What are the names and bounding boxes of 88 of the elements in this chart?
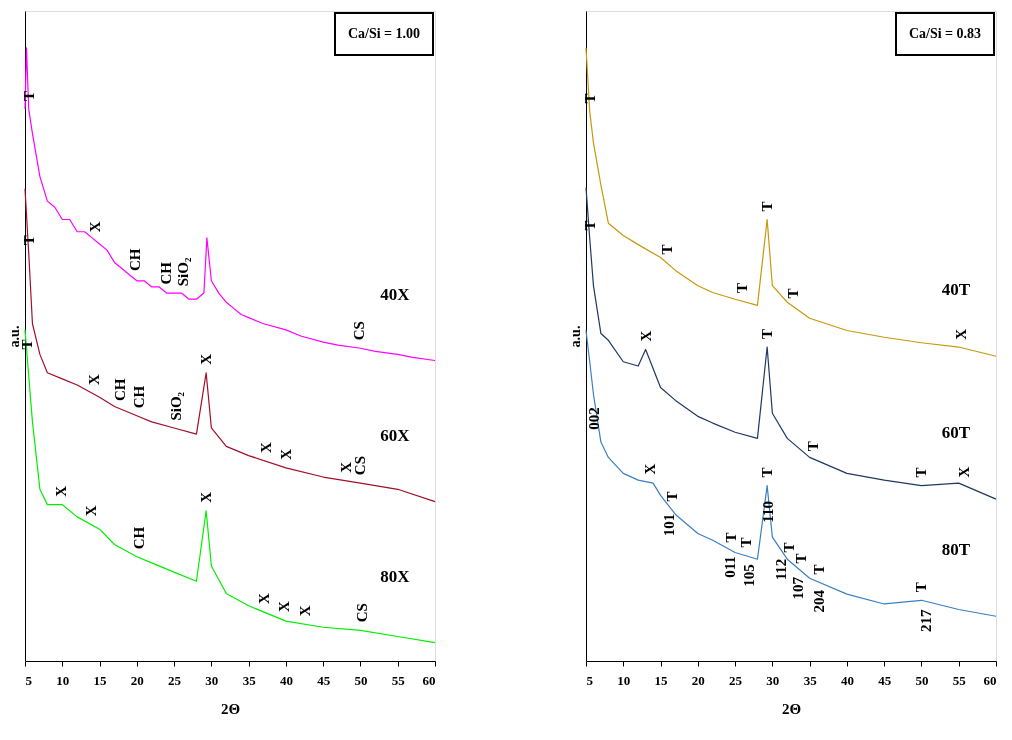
y-axis-title: a.u. xyxy=(567,325,583,348)
x-tick-label: 15 xyxy=(654,672,669,688)
annotation: CS xyxy=(350,321,367,341)
annotation: X xyxy=(198,491,215,503)
annotation: CS xyxy=(353,603,370,623)
text: 40X xyxy=(380,284,411,304)
text: 80T xyxy=(941,540,971,560)
annotation: T xyxy=(780,542,797,553)
annotation: 112 xyxy=(773,558,790,581)
annotation: T xyxy=(723,532,740,543)
annotation: T xyxy=(759,329,776,340)
x-tick-label: 55 xyxy=(952,672,967,688)
annotation: CH xyxy=(126,248,143,271)
annotation: T xyxy=(20,91,37,102)
x-tick-label: 5 xyxy=(25,672,33,688)
annotation: T xyxy=(759,467,776,478)
annotation: T xyxy=(811,564,828,575)
annotation: 204 xyxy=(810,589,827,613)
annotation: CS xyxy=(352,455,369,476)
annotation: 011 xyxy=(721,556,738,578)
annotation: T xyxy=(759,201,776,212)
annotation: 217 xyxy=(917,609,934,633)
x-tick-label: 55 xyxy=(391,672,406,688)
annotation: X xyxy=(338,461,355,473)
annotation: X xyxy=(297,605,314,617)
x-tick-label: 5 xyxy=(586,672,594,688)
x-tick-label: 25 xyxy=(168,672,182,688)
annotation: T xyxy=(913,467,930,478)
annotation: T xyxy=(913,582,930,593)
x-tick-label: 20 xyxy=(691,672,705,688)
x-tick-label: 40 xyxy=(279,672,293,688)
annotation: SiO₂ xyxy=(167,391,184,421)
x-tick-label: 30 xyxy=(205,672,219,688)
annotation: T xyxy=(733,283,750,294)
x-tick-label: 10 xyxy=(56,672,70,688)
annotation: X xyxy=(87,221,104,233)
x-tick-label: 50 xyxy=(354,672,368,688)
text: 60T xyxy=(941,423,971,443)
annotation: CH xyxy=(131,526,148,550)
annotation: X xyxy=(198,353,215,365)
annotation: 105 xyxy=(740,564,757,587)
text: Ca/Si = 0.83 xyxy=(908,26,982,41)
annotation: X xyxy=(952,328,969,340)
annotation: 110 xyxy=(759,500,776,523)
annotation: X xyxy=(257,442,274,454)
annotation: T xyxy=(658,244,675,255)
annotation: T xyxy=(738,537,755,548)
annotation: X xyxy=(256,592,273,604)
annotation: T xyxy=(805,441,822,452)
text: 80X xyxy=(380,566,411,586)
annotation: CH xyxy=(157,261,174,285)
annotation: T xyxy=(19,339,36,350)
x-tick-label: 25 xyxy=(729,672,743,688)
annotation: X xyxy=(85,374,102,386)
x-tick-label: 30 xyxy=(766,672,780,688)
x-tick-label: 45 xyxy=(317,672,331,688)
text: Ca/Si = 1.00 xyxy=(347,26,421,41)
annotation: X xyxy=(277,448,294,460)
x-tick-label: 35 xyxy=(242,672,257,688)
annotation: T xyxy=(663,491,680,502)
annotation: SiO₂ xyxy=(175,257,192,287)
annotation: X xyxy=(642,463,659,475)
annotation: X xyxy=(955,466,972,478)
x-axis-title: 2Θ xyxy=(220,700,241,717)
y-axis-title: a.u. xyxy=(6,325,22,348)
annotation: 002 xyxy=(586,407,603,430)
annotation: T xyxy=(793,553,810,564)
annotation: T xyxy=(785,288,802,299)
x-tick-label: 35 xyxy=(803,672,818,688)
annotation: X xyxy=(637,330,654,342)
x-tick-label: 50 xyxy=(915,672,929,688)
annotation: CH xyxy=(111,378,128,401)
annotation: X xyxy=(52,485,69,497)
x-tick-label: 20 xyxy=(130,672,144,688)
x-axis-title: 2Θ xyxy=(781,700,802,717)
annotation: 101 xyxy=(660,513,677,537)
annotation: X xyxy=(82,505,99,517)
x-tick-label: 60 xyxy=(422,672,436,688)
x-tick-label: 15 xyxy=(93,672,108,688)
x-tick-label: 40 xyxy=(840,672,854,688)
annotation: 107 xyxy=(790,576,807,600)
text: 60X xyxy=(380,425,411,445)
x-tick-label: 10 xyxy=(617,672,631,688)
annotation: CH xyxy=(131,385,148,409)
annotation: X xyxy=(275,600,292,612)
x-tick-label: 60 xyxy=(983,672,997,688)
x-tick-label: 45 xyxy=(878,672,892,688)
text: 40T xyxy=(941,280,971,300)
